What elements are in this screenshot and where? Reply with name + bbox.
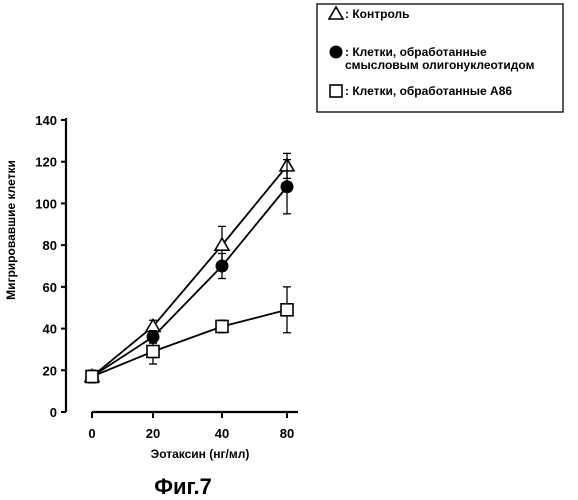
y-tick-label: 40 [43, 322, 57, 337]
y-tick-label: 120 [35, 155, 57, 170]
figure-label: Фиг.7 [154, 474, 212, 499]
legend-label: : Клетки, обработанные A86 [345, 84, 512, 98]
square-marker [281, 304, 293, 316]
series-layer [85, 153, 294, 383]
x-axis-title: Эотаксин (нг/мл) [151, 447, 250, 461]
y-axis-title: Мигрировавшие клетки [4, 160, 18, 300]
square-marker [216, 320, 228, 332]
x-tick-label: 80 [280, 426, 294, 441]
square-marker [330, 85, 342, 97]
series-line [92, 310, 287, 377]
y-tick-label: 60 [43, 280, 57, 295]
legend-item: : Клетки, обработанные A86 [330, 84, 512, 98]
square-marker [147, 346, 159, 358]
circle-marker [281, 180, 294, 193]
y-tick-label: 100 [35, 196, 57, 211]
legend: : Контроль : Клетки, обработанные смыслов… [317, 4, 563, 112]
x-tick-label: 40 [215, 426, 229, 441]
series-2 [86, 160, 294, 383]
circle-marker [216, 260, 229, 273]
series-1 [85, 153, 294, 382]
square-marker [86, 371, 98, 383]
series-3 [86, 287, 293, 383]
legend-label: : Клетки, обработанные [345, 45, 487, 59]
series-line [92, 166, 287, 377]
y-tick-label: 20 [43, 363, 57, 378]
legend-label: : Контроль [345, 7, 409, 21]
x-tick-label: 20 [146, 426, 160, 441]
axes: 0 20 40 60 80 100 120 140 0 20 40 80 [35, 113, 298, 441]
y-tick-label: 140 [35, 113, 57, 128]
y-tick-label: 80 [43, 238, 57, 253]
series-line [92, 187, 287, 377]
x-tick-label: 0 [88, 426, 95, 441]
y-tick-label: 0 [50, 405, 57, 420]
legend-label: смысловым олигонуклеотидом [345, 58, 535, 72]
circle-marker [330, 46, 343, 59]
